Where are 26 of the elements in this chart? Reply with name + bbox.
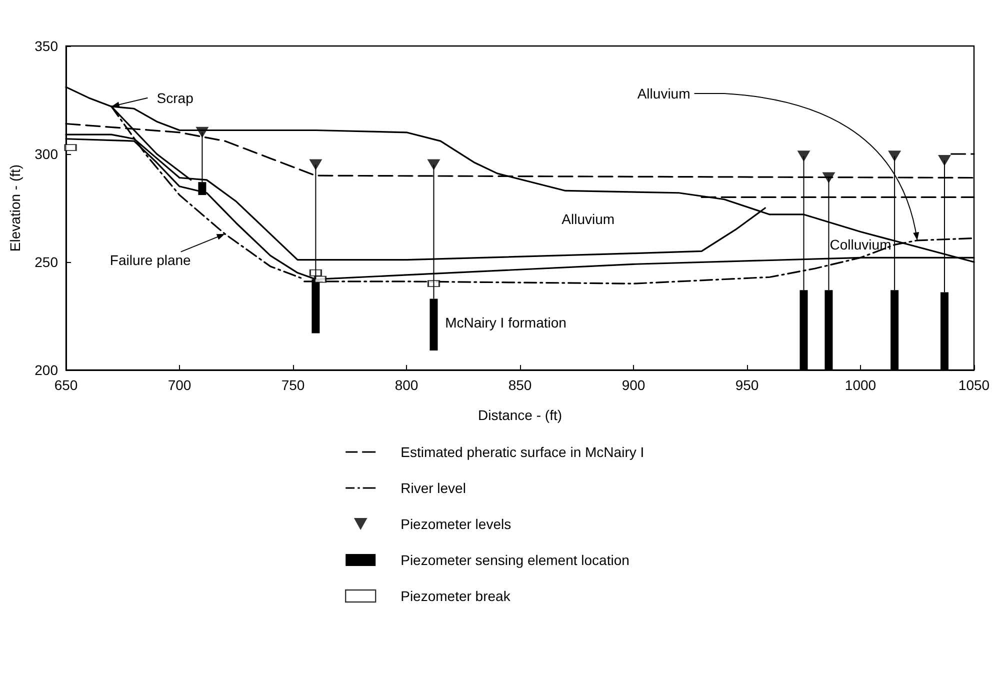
x-tick-label: 800 [394,377,418,393]
legend-label: Piezometer levels [400,516,512,532]
x-axis-title: Distance - (ft) [478,407,562,423]
x-tick-label: 850 [508,377,532,393]
x-tick-label: 1000 [844,377,876,393]
legend-label: Piezometer break [400,588,512,604]
annotation: Scrap [156,90,194,106]
x-tick-label: 700 [168,377,192,393]
x-tick-label: 950 [735,377,759,393]
x-tick-label: 650 [54,377,78,393]
annotation: McNairy I formation [445,314,566,330]
x-tick-label: 900 [622,377,646,393]
legend-label: Piezometer sensing element location [400,552,630,568]
legend-label: Estimated pheratic surface in McNairy I [400,444,644,460]
annotation: Failure plane [110,252,192,268]
y-tick-label: 200 [34,362,58,378]
annotation: Colluvium [830,236,892,253]
y-tick-label: 250 [34,254,58,270]
annotation: Alluvium [637,86,690,102]
y-tick-label: 300 [34,146,58,162]
x-tick-label: 1050 [958,377,990,393]
annotation: Alluvium [562,210,615,227]
y-axis-title: Elevation - (ft) [7,164,23,252]
y-tick-label: 350 [34,38,58,54]
x-tick-label: 750 [281,377,305,393]
legend-label: River level [400,480,466,496]
